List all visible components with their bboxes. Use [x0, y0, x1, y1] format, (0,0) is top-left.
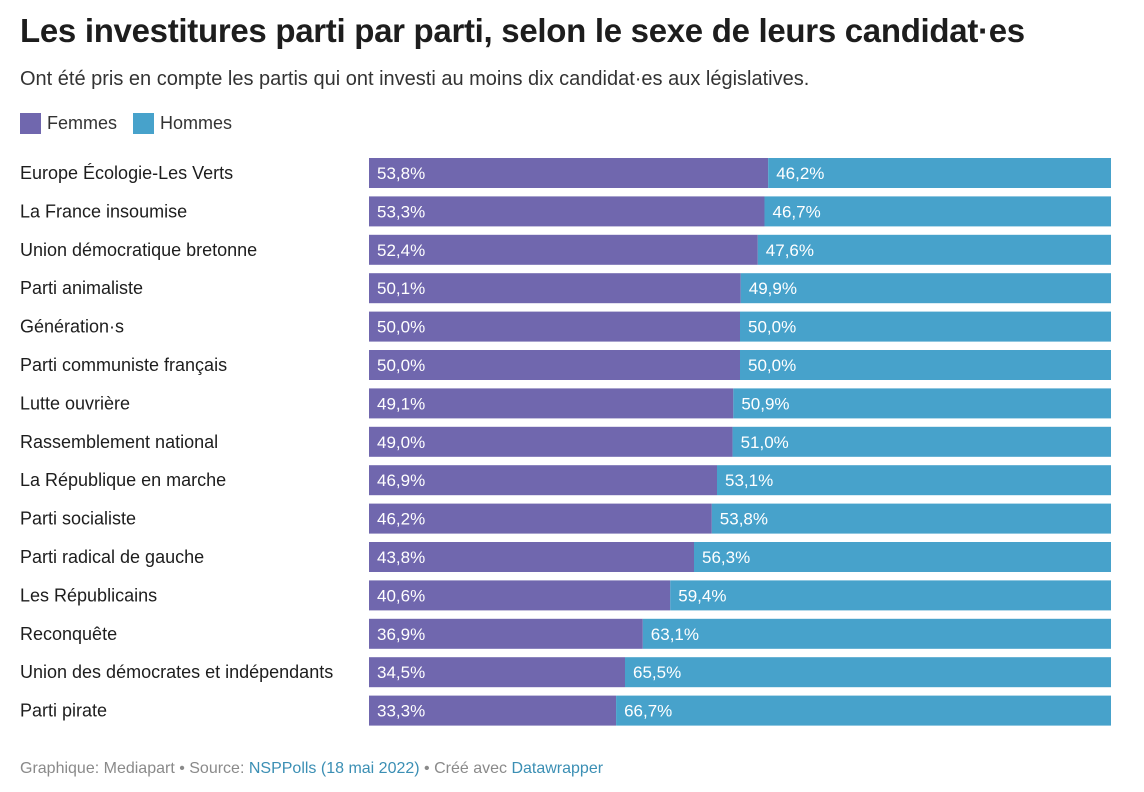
bar-femmes-les-republicains [369, 580, 671, 611]
footer-middle: • Créé avec [419, 760, 512, 777]
bar-hommes-la-france-insoumise [764, 196, 1111, 227]
category-label-parti-animaliste: Parti animaliste [20, 278, 143, 298]
value-label-hommes-parti-communiste-francais: 50,0% [748, 356, 796, 375]
bar-hommes-union-democratique-bretonne [757, 234, 1111, 265]
value-label-femmes-union-democratique-bretonne: 52,4% [377, 241, 425, 260]
category-label-la-france-insoumise: La France insoumise [20, 201, 187, 221]
bar-femmes-la-republique-en-marche [369, 465, 717, 496]
value-label-femmes-europe-ecologie-les-verts: 53,8% [377, 164, 425, 183]
legend-label-femmes: Femmes [47, 113, 118, 133]
legend: Femmes Hommes [20, 113, 248, 134]
bar-femmes-rassemblement-national [369, 426, 733, 457]
legend-swatch-hommes [133, 113, 155, 134]
chart-subtitle: Ont été pris en compte les partis qui on… [20, 68, 810, 90]
bar-hommes-lutte-ouvriere [733, 388, 1111, 419]
category-label-union-democratique-bretonne: Union démocratique bretonne [20, 240, 257, 260]
footer-credits: Graphique: Mediapart • Source: NSPPolls … [20, 760, 603, 778]
bar-femmes-la-france-insoumise [369, 196, 765, 227]
footer-prefix: Graphique: Mediapart • Source: [20, 760, 249, 777]
bar-hommes-les-republicains [670, 580, 1111, 611]
bar-hommes-reconquete [642, 618, 1111, 649]
bar-femmes-reconquete [369, 618, 643, 649]
value-label-femmes-parti-animaliste: 50,1% [377, 279, 425, 298]
value-label-hommes-reconquete: 63,1% [651, 625, 699, 644]
value-label-femmes-rassemblement-national: 49,0% [377, 433, 425, 452]
value-label-hommes-la-france-insoumise: 46,7% [772, 202, 820, 221]
bar-femmes-union-democratique-bretonne [369, 234, 758, 265]
bar-hommes-rassemblement-national [732, 426, 1111, 457]
value-label-femmes-reconquete: 36,9% [377, 625, 425, 644]
value-label-hommes-parti-pirate: 66,7% [624, 702, 672, 721]
value-label-femmes-lutte-ouvriere: 49,1% [377, 394, 425, 413]
value-label-hommes-parti-radical-de-gauche: 56,3% [702, 548, 750, 567]
chart-title: Les investitures parti par parti, selon … [20, 12, 1025, 49]
datawrapper-link[interactable]: Datawrapper [511, 760, 604, 777]
value-label-femmes-parti-pirate: 33,3% [377, 702, 425, 721]
bar-femmes-europe-ecologie-les-verts [369, 158, 769, 188]
value-label-femmes-parti-socialiste: 46,2% [377, 510, 425, 529]
bar-femmes-parti-animaliste [369, 273, 741, 304]
value-label-hommes-la-republique-en-marche: 53,1% [725, 471, 773, 490]
category-label-lutte-ouvriere: Lutte ouvrière [20, 393, 130, 413]
bar-femmes-union-des-democrates-et-independants [369, 657, 625, 688]
value-label-hommes-generation-s: 50,0% [748, 318, 796, 337]
bar-hommes-la-republique-en-marche [716, 465, 1111, 496]
bar-femmes-lutte-ouvriere [369, 388, 734, 419]
source-link[interactable]: NSPPolls (18 mai 2022) [248, 760, 420, 777]
value-label-hommes-parti-socialiste: 53,8% [720, 510, 768, 529]
bar-hommes-parti-socialiste [711, 503, 1111, 534]
category-label-union-des-democrates-et-independants: Union des démocrates et indépendants [20, 662, 333, 682]
category-label-rassemblement-national: Rassemblement national [20, 432, 218, 452]
value-label-femmes-union-des-democrates-et-independants: 34,5% [377, 663, 425, 682]
bar-femmes-parti-pirate [369, 695, 617, 726]
category-label-les-republicains: Les Républicains [20, 585, 157, 605]
value-label-femmes-la-republique-en-marche: 46,9% [377, 471, 425, 490]
category-label-parti-pirate: Parti pirate [20, 701, 107, 721]
legend-label-hommes: Hommes [160, 113, 233, 133]
bar-hommes-europe-ecologie-les-verts [768, 158, 1111, 188]
category-label-europe-ecologie-les-verts: Europe Écologie-Les Verts [20, 163, 233, 183]
value-label-hommes-lutte-ouvriere: 50,9% [741, 394, 789, 413]
bar-chart: Europe Écologie-Les Verts 53,8% 46,2% La Fr… [20, 158, 1111, 726]
bar-hommes-parti-radical-de-gauche [693, 542, 1111, 572]
category-label-parti-communiste-francais: Parti communiste français [20, 355, 227, 375]
legend-item-hommes: Hommes [133, 113, 232, 134]
value-label-femmes-generation-s: 50,0% [377, 318, 425, 337]
bar-hommes-parti-animaliste [740, 273, 1111, 304]
bar-hommes-generation-s [740, 311, 1111, 342]
value-label-hommes-union-des-democrates-et-independants: 65,5% [633, 663, 681, 682]
value-label-hommes-parti-animaliste: 49,9% [749, 279, 797, 298]
bar-femmes-parti-communiste-francais [369, 350, 740, 380]
category-label-reconquete: Reconquête [20, 624, 117, 644]
value-label-femmes-parti-communiste-francais: 50,0% [377, 356, 425, 375]
legend-item-femmes: Femmes [20, 113, 117, 134]
value-label-hommes-union-democratique-bretonne: 47,6% [766, 241, 814, 260]
category-label-parti-socialiste: Parti socialiste [20, 509, 136, 529]
value-label-hommes-rassemblement-national: 51,0% [741, 433, 789, 452]
legend-swatch-femmes [20, 113, 41, 134]
bar-hommes-parti-pirate [616, 695, 1111, 726]
bar-hommes-union-des-democrates-et-independants [624, 657, 1111, 688]
category-label-la-republique-en-marche: La République en marche [20, 470, 226, 490]
value-label-femmes-parti-radical-de-gauche: 43,8% [377, 548, 425, 567]
bar-femmes-parti-radical-de-gauche [369, 542, 694, 572]
value-label-femmes-les-republicains: 40,6% [377, 586, 425, 605]
value-label-femmes-la-france-insoumise: 53,3% [377, 202, 425, 221]
bar-femmes-parti-socialiste [369, 503, 712, 534]
category-label-parti-radical-de-gauche: Parti radical de gauche [20, 547, 204, 567]
value-label-hommes-les-republicains: 59,4% [678, 586, 726, 605]
bar-hommes-parti-communiste-francais [740, 350, 1111, 380]
bar-femmes-generation-s [369, 311, 740, 342]
category-label-generation-s: Génération·s [20, 317, 124, 337]
value-label-hommes-europe-ecologie-les-verts: 46,2% [776, 164, 824, 183]
